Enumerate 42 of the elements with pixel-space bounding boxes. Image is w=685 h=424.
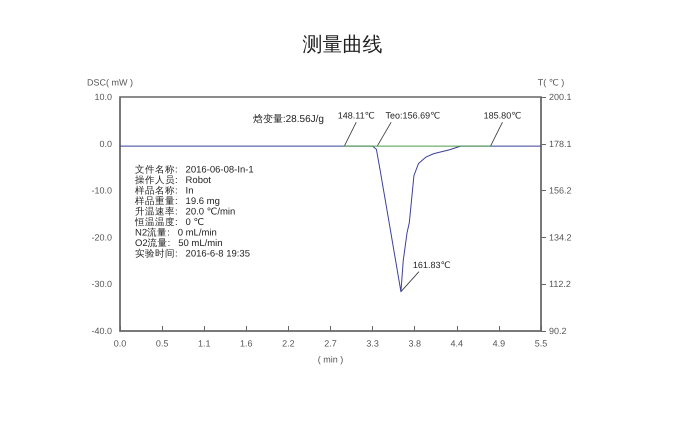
y2-tick-label: 112.2 — [549, 279, 571, 290]
annotation: 185.80℃ — [484, 110, 522, 121]
y-tick-label: 10.0 — [94, 92, 112, 102]
x-tick-label: 2.7 — [324, 338, 337, 348]
y-tick-label: 0.0 — [99, 138, 112, 149]
x-tick-label: 2.2 — [282, 338, 295, 348]
y2-tick-label: 200.1 — [549, 92, 572, 102]
y-tick-label: -40.0 — [91, 326, 112, 336]
annotation: 焓变量:28.56J/g — [252, 112, 324, 125]
annotation: 实验时间: 2016-6-8 19:35 — [135, 248, 250, 260]
annotation: 样品重量: 19.6 mg — [135, 195, 220, 207]
annotation: 样品名称: In — [135, 184, 194, 196]
annotation: 恒温温度: 0 ℃ — [134, 216, 204, 228]
annotation: 148.11℃ — [338, 110, 375, 121]
annotation: O2流量: 50 mL/min — [135, 237, 223, 249]
x-tick-label: 3.3 — [366, 338, 379, 348]
x-tick-label: 1.1 — [198, 338, 210, 348]
x-tick-label: 1.6 — [240, 338, 253, 348]
y-tick-label: -10.0 — [91, 186, 112, 196]
y2-axis-title: T( ℃ ) — [538, 78, 564, 88]
annotation: Teo:156.69℃ — [386, 110, 440, 121]
annotation: 操作人员: Robot — [135, 174, 212, 186]
y2-tick-label: 134.2 — [549, 232, 572, 242]
x-tick-label: 0.0 — [114, 338, 126, 348]
y2-tick-label: 90.2 — [549, 326, 567, 336]
x-tick-label: 0.5 — [156, 338, 168, 348]
annotation: 升温速率: 20.0 ℃/min — [135, 206, 236, 218]
annotation: 文件名称: 2016-06-08-In-1 — [135, 164, 254, 176]
chart-title: 测量曲线 — [302, 34, 382, 56]
y-axis-title: DSC( mW ) — [87, 78, 133, 88]
y-tick-label: -30.0 — [91, 279, 112, 290]
x-tick-label: 4.4 — [450, 338, 464, 348]
x-axis-title: ( min ) — [318, 354, 344, 364]
y-tick-label: -20.0 — [91, 232, 112, 242]
x-tick-label: 3.8 — [408, 338, 421, 348]
annotation: 161.83℃ — [412, 260, 451, 270]
x-tick-label: 4.9 — [492, 338, 506, 348]
y2-tick-label: 156.2 — [549, 185, 572, 196]
y2-tick-label: 178.1 — [549, 138, 572, 149]
line-series — [120, 146, 542, 292]
x-tick-label: 5.5 — [534, 338, 548, 348]
annotation: N2流量: 0 mL/min — [135, 226, 217, 238]
